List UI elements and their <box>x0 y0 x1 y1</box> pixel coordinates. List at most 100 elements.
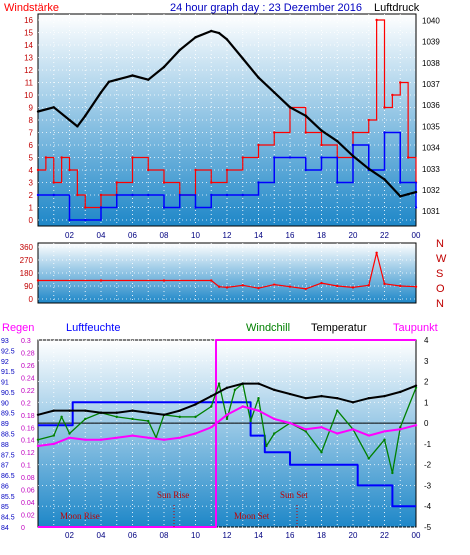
pressure-point <box>76 125 79 128</box>
windchill-point <box>147 419 150 423</box>
wind-speed-point <box>36 168 40 172</box>
compass-label: O <box>436 283 445 295</box>
gust-point <box>304 168 307 172</box>
temperature-point <box>399 390 402 394</box>
windchill-point <box>257 396 260 400</box>
wind-speed-point <box>194 168 197 172</box>
dewpoint-point <box>336 432 339 435</box>
pressure-point <box>288 106 292 109</box>
moon-set-label: Moon Set <box>234 511 270 521</box>
wind-tick-label: 4 <box>29 166 34 175</box>
humidity-tick-label: 88.5 <box>1 432 15 439</box>
gust-point <box>147 193 150 197</box>
pressure-point <box>115 78 118 81</box>
wind-speed-point <box>76 193 79 197</box>
direction-tick-label: 270 <box>20 256 34 265</box>
gust-point <box>320 156 323 159</box>
temperature-point <box>210 394 213 398</box>
pressure-point <box>399 195 402 198</box>
pressure-point <box>217 31 221 35</box>
humidity-tick-label: 91.5 <box>1 369 15 376</box>
x-tick-label: 20 <box>349 531 358 540</box>
wind-direction-series <box>36 251 418 291</box>
windchill-point <box>391 471 394 475</box>
rain-tick-label: 0.06 <box>21 488 35 495</box>
pressure-point <box>320 129 323 132</box>
x-tick-label: 00 <box>412 531 421 540</box>
wind-speed-point <box>406 156 410 159</box>
temperature-series <box>36 339 418 528</box>
pressure-point <box>225 38 229 41</box>
wind-speed-point <box>383 106 386 109</box>
wind-direction-plot-area <box>37 242 417 304</box>
gust-point <box>351 143 355 147</box>
rain-line <box>38 339 416 528</box>
dewpoint-point <box>147 436 150 439</box>
wind-direction-point <box>99 279 103 282</box>
wind-speed-point <box>162 181 166 184</box>
pressure-point <box>68 118 71 122</box>
wind-tick-label: 1 <box>29 204 34 213</box>
temperature-point <box>336 396 339 400</box>
temperature-point <box>225 386 229 389</box>
wind-speed-point <box>99 193 103 197</box>
pressure-tick-label: 1033 <box>422 165 440 174</box>
rain-tick-label: 0 <box>21 525 25 532</box>
temperature-grid <box>38 339 416 528</box>
wind-direction-point <box>375 251 378 254</box>
direction-tick-label: 360 <box>20 243 34 252</box>
dewpoint-point <box>194 432 197 435</box>
dewpoint-point <box>367 434 370 437</box>
rain-tick-label: 0.04 <box>21 500 35 507</box>
gust-point <box>383 131 386 134</box>
dewpoint-point <box>304 428 307 431</box>
humidity-tick-label: 91 <box>1 380 9 387</box>
gust-series <box>36 131 418 222</box>
wind-speed-point <box>210 181 213 184</box>
rain-tick-label: 0.1 <box>21 463 31 470</box>
wind-direction-point <box>162 279 166 282</box>
wind-direction-point <box>414 285 418 288</box>
wind-direction-point <box>257 286 260 290</box>
temperature-point <box>320 394 323 398</box>
wind-speed-point <box>391 93 394 97</box>
temperature-point <box>288 392 292 396</box>
humidity-tick-label: 92.5 <box>1 348 15 355</box>
windchill-point <box>225 417 229 421</box>
dewpoint-point <box>210 426 213 429</box>
pressure-tick-label: 1032 <box>422 186 440 195</box>
windchill-point <box>249 419 252 423</box>
wind-speed-point <box>60 156 63 159</box>
direction-tick-label: 180 <box>20 269 34 278</box>
windchill-point <box>367 457 370 460</box>
wind-speed-point <box>367 118 370 122</box>
rain-tick-label: 0.26 <box>21 363 35 370</box>
wind-direction-point <box>241 284 244 287</box>
graph-title: 24 hour graph day : 23 Dezember 2016 <box>170 2 362 14</box>
temperature-point <box>52 409 55 412</box>
wind-direction-point <box>273 283 276 286</box>
moon-rise-label: Moon Rise <box>60 511 100 521</box>
wind-speed-point <box>44 156 48 159</box>
rain-axis-ticks: 0 0.02 0.04 0.06 0.08 0.1 0.12 0.14 0.16 0.18 0.2 0… <box>21 338 35 532</box>
wind-direction-axis-ticks: 0 90 180 270 360 <box>20 243 34 304</box>
wind-speed-point <box>52 181 55 184</box>
windchill-point <box>60 415 63 419</box>
wind-tick-label: 11 <box>25 79 34 88</box>
temperature-point <box>194 403 197 406</box>
windchill-point <box>336 409 339 412</box>
temperature-panel: 84 84.5 85 85.5 86 86.5 87 87.5 88 88.5 89 89.5 90 90… <box>1 336 432 540</box>
x-tick-label: 10 <box>191 531 200 540</box>
dewpoint-point <box>36 444 40 448</box>
gust-point <box>288 156 292 159</box>
wind-speed-point <box>68 168 71 172</box>
temperature-tick-label: -1 <box>424 440 432 449</box>
pressure-point <box>367 167 370 170</box>
humidity-tick-label: 86 <box>1 483 9 490</box>
temperature-point <box>162 413 166 416</box>
gust-point <box>399 181 402 184</box>
humidity-tick-label: 85.5 <box>1 494 15 501</box>
temperature-tick-label: 2 <box>424 378 429 387</box>
